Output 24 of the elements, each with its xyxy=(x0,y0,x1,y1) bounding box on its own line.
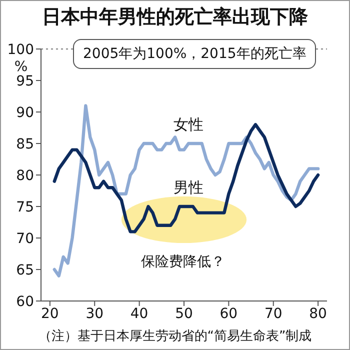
y-tick-label: 80 xyxy=(16,168,34,184)
x-tick-label: 80 xyxy=(309,306,327,322)
text: （注）基于日本厚生劳动省的“简易生命表”制成 xyxy=(37,328,313,345)
y-tick-label: 70 xyxy=(16,230,34,247)
y-tick-label: 100 xyxy=(7,42,34,58)
chart-title: 日本中年男性的死亡率出现下降 xyxy=(41,5,309,30)
x-tick-label: 70 xyxy=(264,306,282,322)
chart-subtitle: 2005年为100%，2015年的死亡率 xyxy=(73,39,316,69)
series-label: 女性 xyxy=(173,116,204,134)
y-tick-label: 95 xyxy=(16,73,34,90)
x-tick-label: 20 xyxy=(41,306,59,322)
line-series xyxy=(52,104,320,278)
series-label: 男性 xyxy=(173,178,204,196)
x-tick-label: 30 xyxy=(86,306,104,322)
y-tick-label: 85 xyxy=(16,136,34,152)
annotation: 保险费降低？ xyxy=(141,253,225,271)
x-tick-label: 60 xyxy=(220,306,238,322)
y-axis-title: % xyxy=(14,59,28,75)
y-tick-label: 90 xyxy=(16,104,34,121)
x-tick-label: 40 xyxy=(130,306,148,322)
y-tick-label: 75 xyxy=(16,199,34,216)
y-tick-label: 60 xyxy=(16,294,34,310)
x-tick-label: 50 xyxy=(175,306,193,322)
y-tick-label: 65 xyxy=(16,262,34,278)
